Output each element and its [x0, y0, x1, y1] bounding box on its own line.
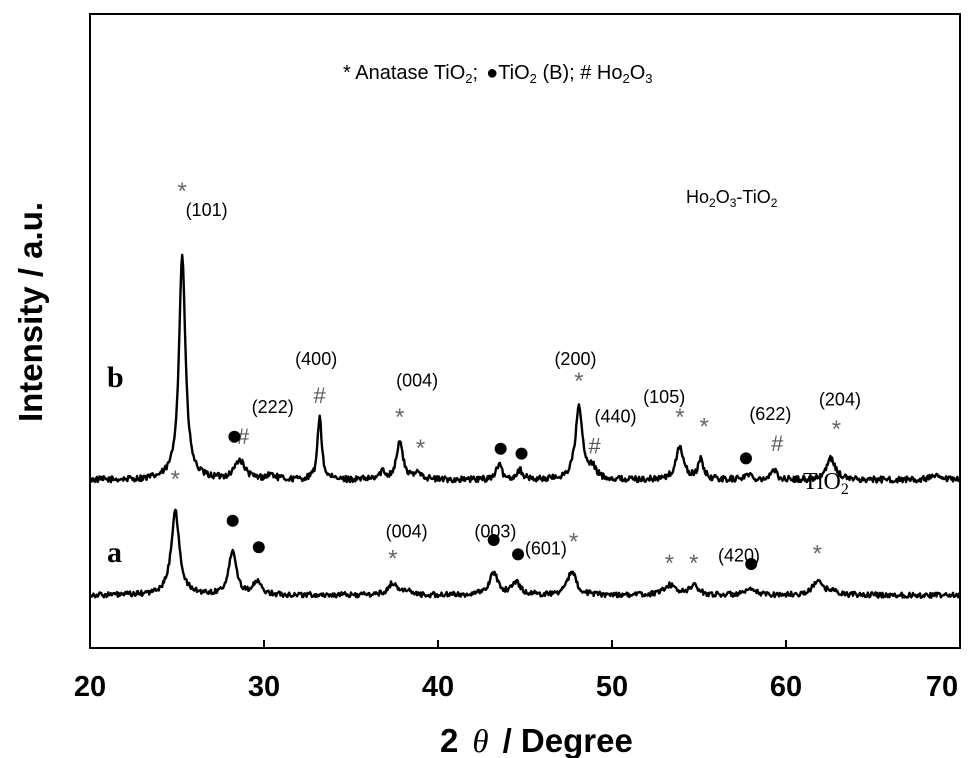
ho2o3-hash-marker: # — [588, 434, 601, 459]
x-axis-title-suffix: / Degree — [503, 722, 633, 758]
anatase-star-marker: * — [178, 178, 187, 205]
legend-dot-marker: ● — [486, 62, 498, 84]
o-text: O — [716, 187, 730, 207]
legend-b-text: (B); # Ho — [537, 62, 623, 84]
miller-index-label: (222) — [252, 397, 294, 417]
xrd-series-a — [89, 508, 961, 599]
peak-annotations: (101) (222) (400) (004) (200) (440) (105) (622)… — [171, 178, 861, 577]
miller-index-label: (004) — [396, 370, 438, 390]
legend-o-text: O — [630, 62, 646, 84]
anatase-star-marker: * — [700, 413, 709, 440]
anatase-star-marker: * — [665, 550, 674, 577]
x-axis-ticks: 20 30 40 50 60 70 — [74, 640, 961, 703]
x-tick-label: 60 — [770, 671, 802, 703]
anatase-star-marker: * — [675, 404, 684, 431]
x-axis-title-theta: θ — [472, 724, 488, 758]
tio2-b-dot-marker — [745, 558, 758, 570]
sample-label-ho2o3-tio2: Ho2O3-TiO2 — [686, 187, 778, 210]
tio2-b-dot-marker — [487, 534, 500, 546]
miller-index-label: (105) — [643, 387, 685, 407]
miller-index-label: (004) — [386, 522, 428, 542]
legend-sub2-b: 2 — [530, 71, 537, 86]
x-tick-label: 50 — [596, 671, 628, 703]
plot-frame — [89, 13, 961, 649]
x-axis-title-prefix: 2 — [440, 722, 458, 758]
x-tick-label: 70 — [926, 671, 958, 703]
anatase-star-marker: * — [574, 368, 583, 395]
ho2o3-hash-marker: # — [314, 383, 327, 408]
miller-index-label: (101) — [186, 200, 228, 220]
legend-sub2-a: 2 — [465, 71, 472, 86]
anatase-star-marker: * — [689, 550, 698, 577]
ho2o3-hash-marker: # — [237, 424, 250, 449]
o-sub3: 3 — [730, 196, 737, 210]
y-axis-title: Intensity / a.u. — [12, 202, 49, 422]
series-letter-b: b — [107, 361, 124, 394]
anatase-star-marker: * — [813, 541, 822, 568]
x-tick-label: 40 — [422, 671, 454, 703]
tio-sub2: 2 — [771, 196, 778, 210]
series-letter-a: a — [107, 536, 122, 569]
tio2-b-dot-marker — [512, 548, 525, 561]
miller-index-label: (622) — [749, 404, 791, 424]
miller-index-label: (200) — [554, 349, 596, 369]
legend-semicolon: ; — [473, 62, 479, 84]
ho2o3-hash-marker: # — [771, 431, 784, 456]
miller-index-label: (440) — [594, 406, 636, 426]
tio2-sub2: 2 — [841, 481, 849, 498]
anatase-star-marker: * — [832, 416, 841, 443]
tio2-b-dot-marker — [494, 442, 507, 455]
xrd-series-b — [88, 253, 962, 484]
legend: * Anatase TiO2; ●TiO2 (B); # Ho2O3 — [343, 62, 653, 86]
miller-index-label: (003) — [474, 522, 516, 542]
tio2-b-dot-marker — [739, 452, 752, 465]
miller-index-label: (601) — [525, 538, 567, 558]
anatase-star-marker: * — [395, 404, 404, 431]
miller-index-label: (204) — [819, 390, 861, 410]
sample-label-tio2: TiO2 — [803, 469, 849, 498]
ho-sub2: 2 — [709, 196, 716, 210]
x-tick-label: 30 — [248, 671, 280, 703]
tio2-b-dot-marker — [515, 447, 528, 460]
anatase-star-marker: * — [171, 466, 180, 493]
x-axis-title: 2 θ / Degree — [440, 722, 633, 758]
tio2-b-dot-marker — [226, 514, 239, 527]
legend-anatase-text: * Anatase TiO — [343, 62, 465, 84]
miller-index-label: (400) — [295, 349, 337, 369]
tio-text: -TiO — [736, 187, 770, 207]
anatase-star-marker: * — [388, 545, 397, 572]
anatase-star-marker: * — [569, 529, 578, 556]
tio2-b-dot-marker — [228, 430, 241, 443]
legend-sub3: 3 — [645, 71, 652, 86]
legend-tio2b-text: TiO — [498, 62, 529, 84]
x-tick-label: 20 — [74, 671, 106, 703]
tio2-b-dot-marker — [252, 541, 265, 554]
ho-text: Ho — [686, 187, 709, 207]
anatase-star-marker: * — [416, 435, 425, 462]
xrd-curves — [88, 253, 962, 599]
legend-sub2-c: 2 — [622, 71, 629, 86]
